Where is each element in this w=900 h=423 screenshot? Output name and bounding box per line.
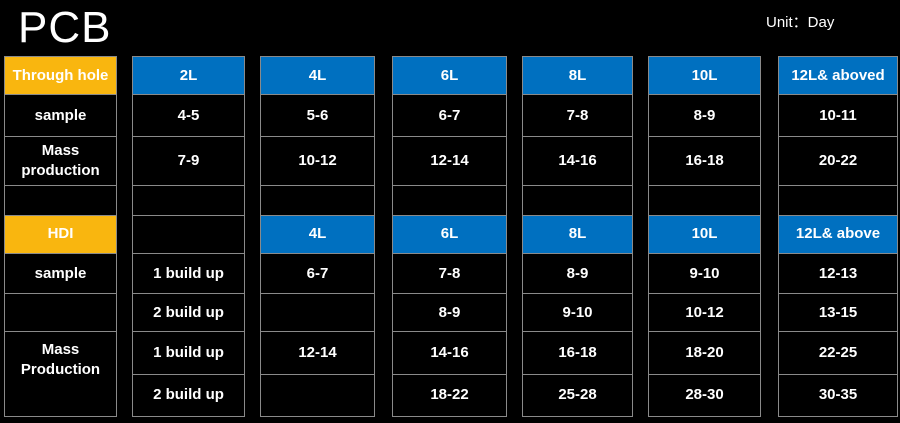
table-cell: 9-10 (648, 253, 761, 295)
table-cell: 20-22 (778, 136, 898, 186)
unit-label: Unit：Day (766, 14, 835, 31)
table-cell: 25-28 (522, 373, 633, 418)
through-hole-label: Through hole (4, 55, 117, 96)
table-cell: 2 build up (132, 373, 245, 418)
th-header-12l: 12L& aboved (778, 55, 898, 96)
through-hole-sample-row: sample 4-5 5-6 6-7 7-8 8-9 10-11 (4, 94, 898, 138)
hdi-mass-row-1: Mass Production 1 build up 12-14 14-16 1… (4, 331, 898, 417)
table-cell: 14-16 (522, 136, 633, 186)
table-cell: 12-13 (778, 253, 898, 295)
hdi-mass-row-2: 2 build up 18-22 25-28 28-30 30-35 (5, 373, 898, 418)
table-cell: 12-14 (260, 331, 375, 375)
table-cell: 18-20 (648, 331, 761, 375)
table-cell: 16-18 (648, 136, 761, 186)
table-cell: 10-12 (260, 136, 375, 186)
th-header-4l: 4L (260, 55, 375, 96)
table-cell: 6-7 (392, 94, 507, 138)
hdi-sample-row-1: sample 1 build up 6-7 7-8 8-9 9-10 12-13 (4, 253, 898, 295)
hdi-header-6l: 6L (392, 214, 507, 255)
table-cell: 9-10 (522, 293, 633, 333)
hdi-header-12l: 12L& above (778, 214, 898, 255)
hdi-header-8l: 8L (522, 214, 633, 255)
table-cell (260, 293, 375, 333)
th-sample-label: sample (4, 94, 117, 138)
table-cell: 1 build up (132, 331, 245, 375)
table-cell: 14-16 (392, 331, 507, 375)
table-cell (260, 373, 375, 418)
table-cell: 5-6 (260, 94, 375, 138)
table-cell: 8-9 (392, 293, 507, 333)
table-cell: 10-11 (778, 94, 898, 138)
table-cell: 10-12 (648, 293, 761, 333)
hdi-label: HDI (4, 214, 117, 255)
th-header-2l: 2L (132, 55, 245, 96)
table-cell: 8-9 (648, 94, 761, 138)
table-cell: 7-8 (392, 253, 507, 295)
page-title: PCB (18, 3, 112, 52)
spacer-row (4, 184, 898, 216)
th-mass-label: Mass production (4, 136, 117, 186)
table-cell: 30-35 (778, 373, 898, 418)
table-cell: 18-22 (392, 373, 507, 418)
th-header-8l: 8L (522, 55, 633, 96)
table-cell: 8-9 (522, 253, 633, 295)
table-cell: 7-8 (522, 94, 633, 138)
table-cell: 7-9 (132, 136, 245, 186)
hdi-sample-row-2: 2 build up 8-9 9-10 10-12 13-15 (4, 293, 898, 333)
through-hole-header-row: Through hole 2L 4L 6L 8L 10L 12L& aboved (4, 55, 898, 96)
th-header-6l: 6L (392, 55, 507, 96)
table-cell: 2 build up (132, 293, 245, 333)
hdi-sample-label: sample (4, 253, 117, 295)
hdi-mass-label: Mass Production (4, 331, 117, 417)
table-cell: 13-15 (778, 293, 898, 333)
table-cell: 22-25 (778, 331, 898, 375)
hdi-header-row: HDI 4L 6L 8L 10L 12L& above (4, 214, 898, 255)
table-cell: 28-30 (648, 373, 761, 418)
table-cell: 4-5 (132, 94, 245, 138)
table-cell: 12-14 (392, 136, 507, 186)
through-hole-mass-row: Mass production 7-9 10-12 12-14 14-16 16… (4, 136, 898, 186)
th-header-10l: 10L (648, 55, 761, 96)
hdi-header-10l: 10L (648, 214, 761, 255)
hdi-header-4l: 4L (260, 214, 375, 255)
table-cell: 16-18 (522, 331, 633, 375)
table-cell: 1 build up (132, 253, 245, 295)
lead-time-table: Through hole 2L 4L 6L 8L 10L 12L& aboved… (4, 55, 898, 418)
table-cell: 6-7 (260, 253, 375, 295)
